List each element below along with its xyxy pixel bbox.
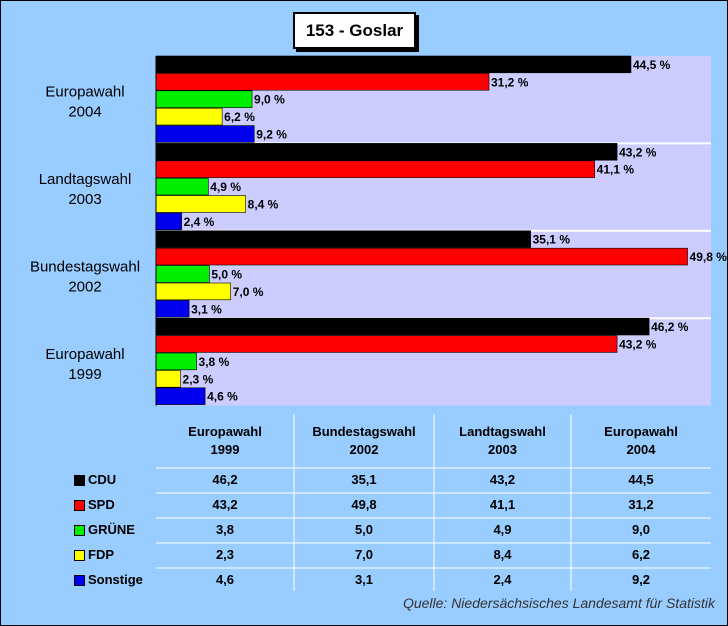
bar-cdu — [155, 143, 618, 161]
data-label: 41,1 % — [597, 163, 635, 177]
table-col-header-line: Landtagswahl — [459, 424, 546, 439]
table-cell: 9,2 — [631, 572, 651, 587]
table-cell: 44,5 — [628, 472, 654, 487]
table-cell: 3,1 — [354, 572, 374, 587]
table-cell: 35,1 — [351, 472, 377, 487]
bar-sonstige — [155, 212, 182, 231]
bar-sonstige — [155, 387, 206, 405]
category-label: Europawahl 1999 — [45, 346, 124, 383]
table-col-header-line: 2004 — [626, 442, 656, 457]
data-label: 35,1 % — [533, 233, 571, 247]
table-cell: 4,9 — [493, 522, 512, 537]
bar-spd — [155, 73, 490, 91]
legend-swatch — [74, 575, 85, 586]
data-label: 3,1 % — [191, 302, 222, 316]
bar-gruene — [155, 90, 253, 108]
table-cell: 7,0 — [354, 547, 374, 562]
table-cell: 6,2 — [631, 547, 651, 562]
table-cell: 3,8 — [215, 522, 235, 537]
data-label: 2,3 % — [183, 372, 214, 386]
bar-gruene — [155, 265, 210, 283]
bar-spd — [155, 335, 618, 353]
data-label: 3,8 % — [199, 355, 230, 369]
data-label: 49,8 % — [690, 250, 727, 264]
table-col-header-line: Bundestagswahl — [312, 424, 416, 439]
table-col-header-line: Europawahl — [604, 424, 678, 439]
category-label: Europawahl 2004 — [45, 84, 124, 121]
table-cell: 43,2 — [489, 472, 516, 487]
table-col-header-line: Europawahl — [188, 424, 262, 439]
table-col-header-line: 2003 — [488, 442, 517, 457]
table-row-label: FDP — [88, 547, 114, 562]
data-label: 4,9 % — [210, 180, 241, 194]
table-cell: 49,8 — [351, 497, 377, 512]
table-cell: 2,4 — [493, 572, 512, 587]
bar-gruene — [155, 177, 209, 196]
chart-title-text: 153 - Goslar — [305, 20, 404, 40]
category-label: Bundestagswahl 2002 — [30, 259, 140, 296]
legend-swatch — [74, 550, 85, 561]
category-label: Landtagswahl 2003 — [39, 171, 132, 208]
table-cell: 43,2 — [212, 497, 238, 512]
data-label: 4,6 % — [207, 390, 238, 404]
table-cell: 31,2 — [628, 497, 654, 512]
table-cell: 9,0 — [631, 522, 651, 537]
table-col-header: Europawahl 1999 — [156, 423, 294, 459]
chart-title: 153 - Goslar — [293, 12, 416, 49]
table-cell: 41,1 — [489, 497, 516, 512]
bar-fdp — [155, 195, 246, 213]
bar-sonstige — [155, 300, 190, 318]
table-col-header: Bundestagswahl 2002 — [294, 423, 434, 459]
table-cell: 2,3 — [215, 547, 235, 562]
data-label: 31,2 % — [491, 75, 529, 89]
bar-fdp — [155, 370, 181, 388]
data-label: 44,5 % — [633, 58, 671, 72]
table-row-label: Sonstige — [88, 572, 143, 587]
data-label: 43,2 % — [619, 338, 657, 352]
table-col-header-line: 1999 — [210, 442, 240, 457]
legend-swatch — [74, 475, 85, 486]
bar-spd — [155, 160, 595, 178]
table-col-header-line: 2002 — [349, 442, 379, 457]
data-label: 43,2 % — [619, 145, 657, 159]
table-row-label: SPD — [88, 497, 115, 512]
data-label: 6,2 % — [224, 110, 255, 124]
legend-swatch — [74, 525, 85, 536]
bar-cdu — [155, 230, 531, 248]
data-label: 9,0 % — [254, 93, 285, 107]
legend-swatch — [74, 500, 85, 511]
bar-gruene — [155, 352, 197, 371]
table-col-header: Europawahl 2004 — [571, 423, 711, 459]
table-col-header: Landtagswahl 2003 — [434, 423, 571, 459]
bar-fdp — [155, 107, 223, 126]
table-cell: 4,6 — [215, 572, 235, 587]
table-cell: 5,0 — [354, 522, 374, 537]
table-row-label: CDU — [88, 472, 117, 487]
table-cell: 8,4 — [493, 547, 512, 562]
data-label: 5,0 % — [211, 268, 242, 282]
data-label: 2,4 % — [184, 215, 215, 229]
data-label: 46,2 % — [651, 320, 689, 334]
bar-sonstige — [155, 125, 255, 143]
data-label: 8,4 % — [248, 198, 279, 212]
bar-cdu — [155, 55, 632, 74]
bar-cdu — [155, 317, 650, 336]
data-label: 9,2 % — [256, 128, 287, 142]
source-note: Quelle: Niedersächsisches Landesamt für … — [402, 595, 715, 611]
table-row-label: GRÜNE — [88, 522, 135, 537]
table-cell: 46,2 — [212, 472, 238, 487]
bar-fdp — [155, 282, 232, 301]
data-label: 7,0 % — [233, 285, 264, 299]
bar-spd — [155, 247, 688, 266]
